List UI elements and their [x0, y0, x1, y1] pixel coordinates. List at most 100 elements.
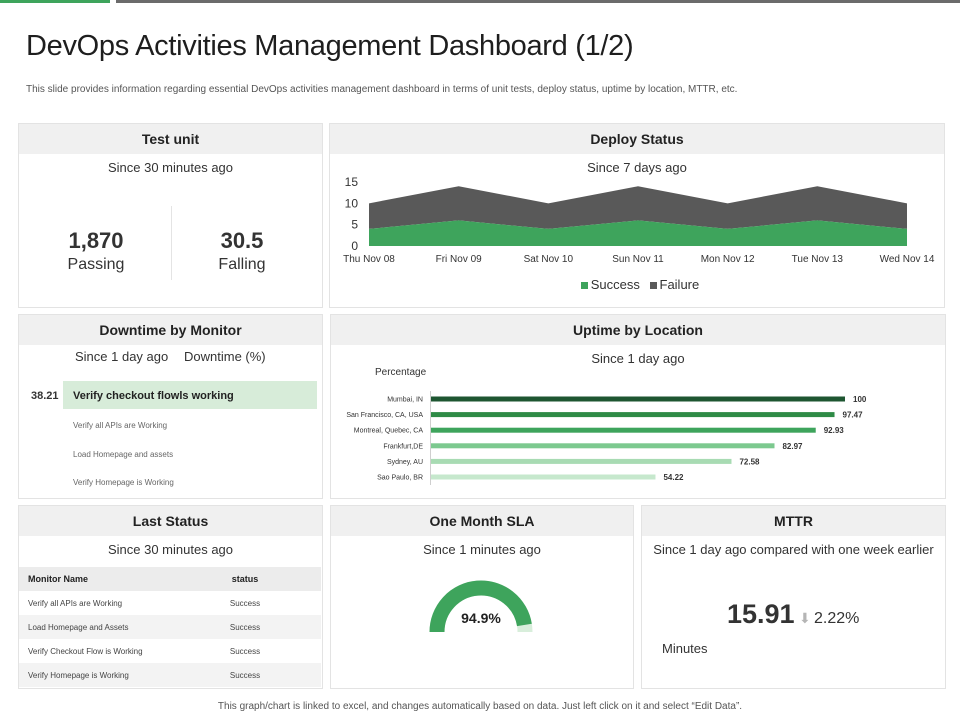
passing-metric: 1,870 Passing — [21, 228, 171, 274]
last-status-card: Last Status Since 30 minutes ago Monitor… — [18, 505, 323, 689]
status-cell: Success — [169, 615, 321, 639]
y-category-label: Frankfurt,DE — [383, 443, 423, 450]
sla-card: One Month SLA Since 1 minutes ago 94.9% — [330, 505, 634, 689]
status-cell: Success — [229, 598, 261, 608]
monitor-name-cell: Verify Homepage is Working — [19, 663, 169, 687]
failure-legend-swatch — [649, 281, 657, 289]
last-status-table: Monitor Name status Verify all APIs are … — [19, 567, 321, 687]
sla-title: One Month SLA — [331, 506, 633, 536]
downtime-title: Downtime by Monitor — [19, 315, 322, 345]
table-row: Load Homepage and Assets Success — [19, 615, 321, 639]
test-unit-title: Test unit — [19, 124, 322, 154]
top-accent-gray — [116, 0, 960, 3]
last-status-since: Since 30 minutes ago — [107, 542, 234, 557]
x-tick-label: Wed Nov 14 — [880, 254, 935, 265]
mttr-since: Since 1 day ago compared with one week e… — [653, 542, 934, 557]
uptime-bar — [431, 458, 732, 464]
falling-label: Falling — [218, 256, 266, 273]
mttr-card: MTTR Since 1 day ago compared with one w… — [641, 505, 946, 689]
uptime-card: Uptime by Location Since 1 day ago Perce… — [330, 314, 946, 499]
uptime-value-label: 82.97 — [782, 442, 803, 451]
uptime-value-label: 97.47 — [843, 411, 864, 420]
x-tick-label: Sat Nov 10 — [524, 254, 574, 265]
failure-legend-label: Failure — [659, 277, 700, 292]
uptime-value-label: 100 — [853, 395, 867, 404]
mttr-unit: Minutes — [662, 641, 708, 656]
sla-value: 94.9% — [461, 610, 501, 626]
sla-gauge-fill — [429, 580, 532, 633]
test-unit-card: Test unit Since 30 minutes ago 1,870 Pas… — [18, 123, 323, 308]
downtime-item-homepage: Verify Homepage is Working — [73, 478, 174, 487]
downtime-item-homepage-assets: Load Homepage and assets — [73, 450, 174, 459]
uptime-bar — [431, 427, 816, 433]
last-status-title: Last Status — [19, 506, 322, 536]
metric-divider — [171, 206, 172, 280]
failure-area — [369, 186, 907, 229]
y-tick-label: 15 — [345, 176, 359, 189]
uptime-title: Uptime by Location — [331, 315, 945, 345]
downtime-item-checkout: Verify checkout flowls working — [73, 390, 234, 402]
y-tick-label: 10 — [345, 196, 359, 210]
top-accent-green — [0, 0, 110, 3]
table-row: Verify all APIs are Working Success — [19, 591, 321, 615]
footer-note: This graph/chart is linked to excel, and… — [217, 701, 743, 712]
mttr-value: 15.91 — [727, 599, 795, 629]
table-header-row: Monitor Name status — [19, 567, 321, 591]
x-tick-label: Fri Nov 09 — [436, 254, 483, 265]
y-tick-label: 5 — [351, 218, 358, 232]
uptime-bar — [431, 412, 835, 418]
status-cell: Success — [229, 646, 261, 656]
uptime-chart: Mumbai, IN 100 San Francisco, CA, USA 97.47… — [346, 391, 867, 485]
down-arrow-icon: ⬇ — [799, 610, 811, 626]
passing-value: 1,870 — [68, 228, 124, 253]
y-category-label: San Francisco, CA, USA — [346, 412, 423, 419]
uptime-bar — [431, 443, 775, 449]
uptime-bar — [431, 396, 845, 402]
table-row: Verify Checkout Flow is Working Success — [19, 639, 321, 663]
deploy-status-since: Since 7 days ago — [587, 160, 687, 175]
downtime-column-label: Downtime (%) — [184, 349, 266, 364]
x-tick-label: Mon Nov 12 — [701, 254, 755, 265]
column-monitor-name: Monitor Name — [19, 567, 169, 591]
mttr-change: 2.22% — [814, 610, 860, 627]
page-title: DevOps Activities Management Dashboard (… — [26, 30, 634, 62]
uptime-value-label: 92.93 — [824, 426, 845, 435]
downtime-item-apis: Verify all APIs are Working — [73, 421, 168, 430]
sla-since: Since 1 minutes ago — [423, 542, 541, 557]
y-tick-label: 0 — [351, 239, 358, 253]
y-category-label: Mumbai, IN — [387, 397, 423, 404]
mttr-title: MTTR — [642, 506, 945, 536]
monitor-name-cell: Verify Checkout Flow is Working — [28, 646, 143, 656]
falling-value: 30.5 — [220, 228, 264, 253]
y-category-label: Montreal, Quebec, CA — [354, 428, 424, 435]
uptime-value-label: 54.22 — [663, 473, 684, 482]
y-category-label: Sao Paulo, BR — [377, 475, 423, 482]
uptime-axis-title: Percentage — [375, 367, 427, 378]
success-legend-label: Success — [590, 277, 640, 292]
falling-metric: 30.5 Falling — [167, 228, 317, 274]
test-unit-since: Since 30 minutes ago — [107, 160, 234, 175]
deploy-status-title: Deploy Status — [330, 124, 944, 154]
downtime-highlight-bar — [63, 381, 317, 409]
deploy-legend: Success Failure — [330, 277, 944, 292]
success-area — [369, 220, 907, 246]
page-subtitle: This slide provides information regardin… — [26, 84, 738, 95]
monitor-name-cell: Verify all APIs are Working — [28, 598, 123, 608]
success-legend-swatch — [580, 281, 588, 289]
x-tick-label: Thu Nov 08 — [343, 254, 395, 265]
uptime-value-label: 72.58 — [739, 457, 760, 466]
status-cell: Success — [169, 663, 321, 687]
downtime-value: 38.21 — [31, 390, 59, 402]
downtime-since: Since 1 day ago — [75, 349, 169, 364]
sla-gauge: 94.9% — [429, 580, 533, 633]
deploy-status-card: Deploy Status Since 7 days ago 15 10 5 0 Thu… — [329, 123, 945, 308]
uptime-since: Since 1 day ago — [591, 351, 685, 366]
monitor-name-cell: Load Homepage and Assets — [19, 615, 169, 639]
y-category-label: Sydney, AU — [387, 459, 423, 466]
column-status: status — [169, 567, 321, 591]
x-tick-label: Tue Nov 13 — [792, 254, 844, 265]
downtime-card: Downtime by Monitor Since 1 day ago Down… — [18, 314, 323, 499]
uptime-bar — [431, 474, 656, 480]
table-row: Verify Homepage is Working Success — [19, 663, 321, 687]
x-tick-label: Sun Nov 11 — [612, 254, 664, 265]
